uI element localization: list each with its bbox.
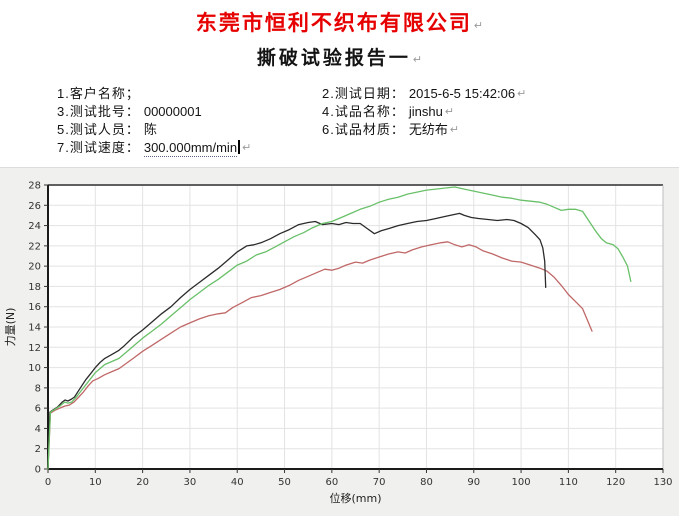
- x-tick-label: 10: [89, 477, 102, 488]
- x-tick-label: 100: [512, 477, 531, 488]
- paragraph-mark-icon: ↵: [473, 20, 484, 32]
- y-tick-label: 10: [28, 363, 41, 374]
- x-tick-label: 70: [373, 477, 386, 488]
- customer-name-field[interactable]: 1.客户名称；: [57, 83, 144, 102]
- curve-series-2-black: [47, 212, 547, 470]
- x-tick-label: 120: [606, 477, 625, 488]
- paragraph-mark-icon: ↵: [517, 88, 527, 100]
- batch-number-value: 00000001: [143, 104, 202, 119]
- curve-series-1-red: [47, 241, 593, 470]
- test-speed-value: 300.000mm/min: [143, 140, 238, 157]
- x-tick-label: 60: [325, 477, 338, 488]
- sample-name-label: 4.试品名称：: [322, 104, 405, 119]
- x-tick-label: 20: [136, 477, 149, 488]
- y-tick-label: 6: [35, 404, 41, 415]
- company-title[interactable]: 东莞市恒利不织布有限公司 ↵: [20, 7, 659, 37]
- sample-name-value: jinshu: [408, 104, 443, 119]
- y-tick-label: 14: [28, 323, 41, 334]
- y-tick-label: 28: [28, 181, 41, 192]
- sample-material-field[interactable]: 6.试品材质： 无纺布 ↵: [322, 119, 459, 138]
- info-row-4: 7.测试速度： 300.000mm/min ↵: [0, 137, 679, 157]
- report-title-text: 撕破试验报告一: [256, 48, 411, 69]
- y-tick-label: 4: [35, 424, 41, 435]
- chart-panel: 0 10 20 30 40 50 60 70 80 90 100 110 120 130 0 2 4 6 8 10 12…: [0, 167, 679, 516]
- test-date-field[interactable]: 2.测试日期： 2015-6-5 15:42:06 ↵: [322, 83, 526, 102]
- text-cursor: [238, 140, 241, 154]
- sample-material-label: 6.试品材质：: [322, 122, 405, 137]
- x-tick-label: 90: [467, 477, 480, 488]
- customer-name-label: 1.客户名称；: [57, 86, 140, 101]
- y-tick-label: 22: [28, 241, 41, 252]
- batch-number-label: 3.测试批号：: [57, 104, 140, 119]
- x-tick-label: 50: [278, 477, 291, 488]
- tester-field[interactable]: 5.测试人员：陈: [57, 119, 157, 138]
- info-row-2: 3.测试批号： 00000001 4.试品名称： jinshu ↵: [0, 101, 679, 119]
- test-speed-field[interactable]: 7.测试速度： 300.000mm/min ↵: [57, 137, 252, 157]
- x-tick-label: 0: [45, 477, 51, 488]
- tester-label: 5.测试人员：: [57, 122, 140, 137]
- x-tick-label: 40: [231, 477, 244, 488]
- y-axis-title: 力量(N): [4, 308, 17, 347]
- report-title[interactable]: 撕破试验报告一 ↵: [0, 43, 679, 70]
- x-tick-label: 30: [184, 477, 197, 488]
- company-title-text: 东莞市恒利不织布有限公司: [195, 12, 472, 35]
- y-tick-label: 24: [28, 221, 41, 232]
- sample-material-value: 无纺布: [408, 122, 448, 137]
- x-tick-label: 80: [420, 477, 433, 488]
- paragraph-mark-icon: ↵: [449, 124, 460, 136]
- y-tick-label: 18: [28, 282, 41, 293]
- test-date-value: 2015-6-5 15:42:06: [408, 86, 516, 101]
- y-tick-label: 16: [28, 302, 41, 313]
- info-row-1: 1.客户名称； 2.测试日期： 2015-6-5 15:42:06 ↵: [0, 83, 679, 101]
- paragraph-mark-icon: ↵: [412, 54, 423, 66]
- sample-name-field[interactable]: 4.试品名称： jinshu ↵: [322, 101, 454, 120]
- y-tick-label: 8: [35, 383, 41, 394]
- x-tick-label: 110: [559, 477, 578, 488]
- paragraph-mark-icon: ↵: [444, 106, 455, 118]
- info-row-3: 5.测试人员：陈 6.试品材质： 无纺布 ↵: [0, 119, 679, 137]
- paragraph-mark-icon: ↵: [242, 142, 252, 154]
- y-tick-label: 0: [35, 465, 41, 476]
- y-tick-label: 20: [28, 262, 41, 273]
- test-info-section: 1.客户名称； 2.测试日期： 2015-6-5 15:42:06 ↵ 3.测试批号…: [0, 83, 679, 159]
- y-tick-label: 26: [28, 201, 41, 212]
- test-speed-label: 7.测试速度：: [57, 140, 140, 155]
- force-displacement-chart: 0 10 20 30 40 50 60 70 80 90 100 110 120 130024681012…: [4, 181, 673, 506]
- batch-number-field[interactable]: 3.测试批号： 00000001: [57, 101, 202, 120]
- y-tick-label: 2: [35, 444, 41, 455]
- x-tick-label: 130: [653, 477, 672, 488]
- tester-value: 陈: [143, 122, 157, 137]
- test-date-label: 2.测试日期：: [322, 86, 405, 101]
- y-tick-label: 12: [28, 343, 41, 354]
- curve-series-3-green: [47, 186, 632, 470]
- x-axis-title: 位移(mm): [329, 491, 381, 505]
